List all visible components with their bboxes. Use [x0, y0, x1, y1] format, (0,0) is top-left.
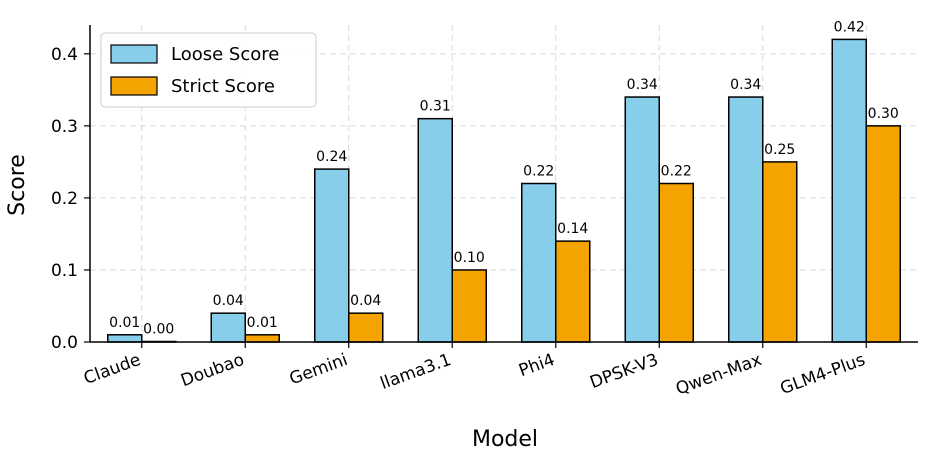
bar-value-label: 0.42 [834, 19, 865, 35]
x-tick-label: llama3.1 [378, 350, 454, 394]
x-tick-label: GLM4-Plus [778, 350, 868, 399]
bar-strict-score [348, 312, 384, 343]
y-tick-label: 0.4 [51, 45, 78, 65]
y-axis-title: Score [5, 154, 30, 216]
bar-loose-score [624, 96, 660, 343]
bar-loose-score [107, 334, 143, 343]
bar-value-label: 0.31 [420, 99, 451, 115]
bar-value-label: 0.34 [730, 77, 761, 93]
bars [107, 38, 901, 343]
bar-strict-score [865, 125, 901, 343]
legend-swatch [110, 76, 158, 96]
y-tick-label: 0.3 [51, 117, 78, 137]
bar-value-label: 0.34 [627, 77, 658, 93]
bar-loose-score [831, 38, 867, 343]
x-tick-label: Gemini [287, 350, 351, 389]
y-tick-label: 0.0 [51, 333, 78, 353]
bar-value-label: 0.04 [213, 293, 244, 309]
data-labels: 0.010.040.240.310.220.34 0.340.420.00 0.01… [109, 19, 899, 337]
legend: Loose Score Strict Score [100, 32, 317, 108]
x-tick-label: Claude [81, 350, 143, 389]
bar-value-label: 0.00 [143, 322, 174, 338]
legend-label: Strict Score [171, 76, 275, 97]
bar-value-label: 0.10 [454, 250, 485, 266]
bar-value-label: 0.01 [109, 315, 140, 331]
y-tick-label: 0.2 [51, 189, 78, 209]
bar-strict-score [451, 269, 487, 343]
bar-strict-score [555, 240, 591, 343]
bar-value-label: 0.24 [316, 149, 347, 165]
bar-strict-score [762, 161, 798, 343]
bar-loose-score [210, 312, 246, 343]
x-tick-label: DPSK-V3 [587, 350, 661, 393]
x-axis-title: Model [472, 427, 538, 452]
y-tick-label: 0.1 [51, 261, 78, 281]
legend-swatch [110, 44, 158, 64]
bar-value-label: 0.22 [523, 164, 554, 180]
bar-strict-score [658, 182, 694, 343]
bar-value-label: 0.30 [868, 106, 899, 122]
bar-loose-score [521, 182, 557, 343]
x-tick-label: Qwen-Max [673, 350, 764, 400]
bar-value-label: 0.22 [661, 164, 692, 180]
bar-loose-score [314, 168, 350, 343]
bar-loose-score [728, 96, 764, 343]
bar-loose-score [417, 117, 453, 343]
x-tick-label: Doubao [178, 350, 247, 391]
bar-value-label: 0.04 [350, 293, 381, 309]
legend-label: Loose Score [171, 44, 279, 65]
bar-value-label: 0.01 [247, 315, 278, 331]
bar-value-label: 0.25 [764, 142, 795, 158]
x-tick-label: Phi4 [516, 350, 557, 381]
bar-value-label: 0.14 [557, 221, 588, 237]
bar-strict-score [244, 334, 280, 343]
